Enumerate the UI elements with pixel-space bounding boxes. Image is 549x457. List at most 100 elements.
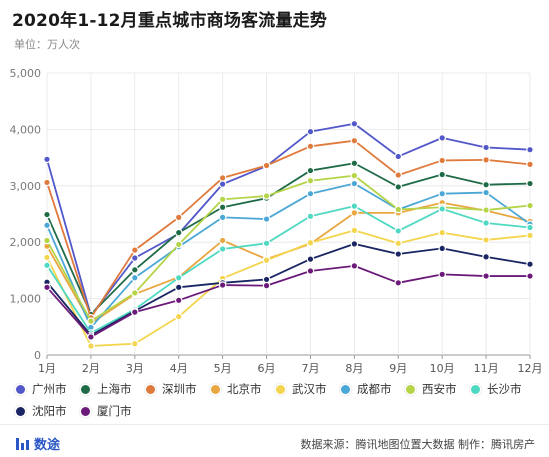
data-point: [174, 273, 183, 282]
series-8: [43, 202, 534, 337]
data-point: [526, 179, 534, 188]
legend-marker: [16, 384, 25, 394]
data-point: [482, 272, 490, 280]
data-point: [350, 119, 359, 128]
legend-item[interactable]: 武汉市: [276, 378, 340, 400]
legend-item[interactable]: 广州市: [16, 378, 80, 400]
data-point: [350, 179, 359, 188]
y-tick-label: 2,000: [10, 236, 42, 249]
data-point: [87, 333, 95, 341]
data-point: [394, 227, 403, 235]
data-point: [131, 246, 139, 254]
data-point: [482, 219, 490, 227]
data-point: [482, 253, 490, 261]
x-tick-label: 8月: [345, 362, 363, 375]
data-point: [43, 221, 51, 230]
data-point: [43, 178, 51, 187]
data-point: [438, 189, 446, 198]
series-line: [46, 242, 531, 337]
data-point: [482, 156, 490, 164]
legend-label: 长沙市: [487, 382, 522, 396]
data-point: [174, 296, 183, 305]
y-tick-label: 4,000: [10, 123, 42, 136]
data-point: [131, 308, 139, 316]
legend-label: 武汉市: [292, 382, 327, 396]
data-point: [438, 228, 446, 237]
legend-marker: [16, 406, 25, 416]
x-tick-label: 6月: [258, 362, 276, 375]
data-point: [394, 279, 403, 287]
x-tick-label: 12月: [518, 362, 543, 375]
data-point: [350, 209, 359, 217]
data-point: [526, 260, 534, 268]
data-point: [131, 273, 139, 282]
data-point: [438, 205, 446, 213]
series-10: [43, 262, 534, 341]
bar-chart-icon: [16, 437, 30, 450]
y-tick-label: 3,000: [10, 180, 42, 193]
series-line: [46, 174, 531, 323]
data-point: [174, 213, 183, 222]
data-point: [131, 266, 139, 274]
unit-label: 单位：万人次: [14, 38, 80, 51]
data-point: [306, 142, 315, 151]
data-point: [218, 174, 227, 182]
x-tick-label: 10月: [430, 362, 455, 375]
legend-marker: [276, 384, 285, 394]
data-point: [394, 250, 403, 258]
data-point: [350, 262, 359, 270]
legend-item[interactable]: 北京市: [211, 378, 275, 400]
series-4: [43, 198, 534, 328]
data-point: [43, 155, 51, 164]
data-point: [394, 183, 403, 191]
data-point: [394, 171, 403, 179]
data-point: [43, 283, 51, 292]
legend-item[interactable]: 厦门市: [81, 400, 145, 422]
data-point: [43, 253, 51, 262]
legend-marker: [406, 384, 415, 394]
data-point: [174, 240, 183, 249]
x-tick-label: 11月: [474, 362, 499, 375]
legend-item[interactable]: 沈阳市: [16, 400, 80, 422]
legend-marker: [211, 384, 220, 394]
legend-marker: [81, 406, 90, 416]
series-line: [46, 162, 531, 316]
legend-item[interactable]: 深圳市: [146, 378, 210, 400]
legend-marker: [341, 384, 350, 394]
data-point: [438, 270, 446, 279]
legend-item[interactable]: 成都市: [341, 378, 405, 400]
legend-label: 成都市: [357, 382, 392, 396]
data-point: [482, 180, 490, 189]
data-point: [438, 156, 446, 165]
data-point: [262, 256, 271, 265]
legend-label: 厦门市: [97, 404, 132, 418]
data-point: [438, 170, 446, 179]
legend-marker: [471, 384, 480, 394]
data-point: [526, 145, 534, 154]
axis-layer: 0 1,000 2,000 3,000 4,000 5,000 1月 2月 3月 4月 5月 6月 7月…: [10, 67, 543, 375]
data-point: [131, 289, 139, 297]
legend-item[interactable]: 西安市: [406, 378, 470, 400]
legend-item[interactable]: 长沙市: [471, 378, 535, 400]
data-point: [526, 272, 534, 280]
data-point: [131, 254, 139, 262]
data-point: [350, 159, 359, 168]
data-point: [131, 339, 139, 348]
legend-label: 深圳市: [162, 382, 197, 396]
data-point: [262, 192, 271, 200]
data-point: [174, 228, 183, 237]
legend-item[interactable]: 上海市: [81, 378, 145, 400]
data-point: [394, 152, 403, 161]
data-point: [526, 201, 534, 210]
data-point: [262, 161, 271, 170]
x-tick-label: 3月: [126, 362, 144, 375]
data-point: [306, 166, 315, 175]
data-point: [482, 236, 490, 244]
legend-label: 广州市: [32, 382, 67, 396]
series-line: [46, 201, 531, 325]
data-point: [394, 205, 403, 214]
legend-marker: [146, 384, 155, 394]
x-tick-label: 2月: [82, 362, 100, 375]
series-9: [43, 240, 534, 340]
data-point: [87, 342, 95, 350]
